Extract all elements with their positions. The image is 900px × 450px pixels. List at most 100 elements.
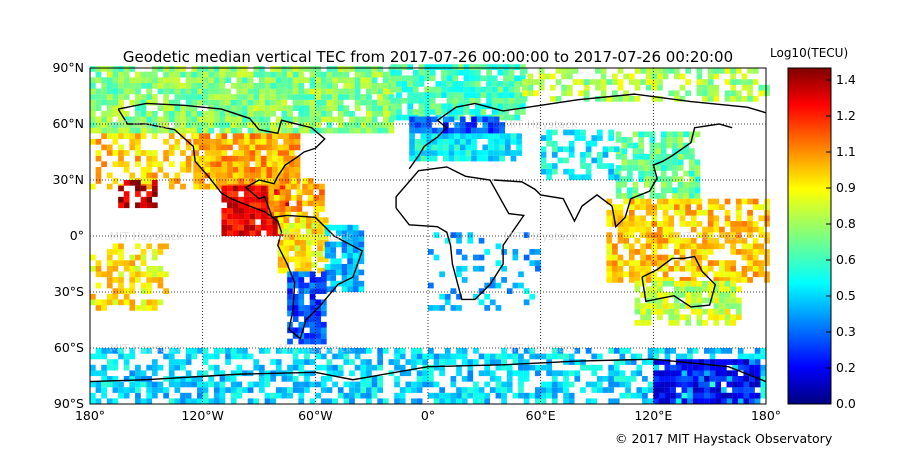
tec-cell <box>568 129 575 136</box>
tec-cell <box>495 353 502 360</box>
tec-cell <box>557 381 564 388</box>
tec-cell <box>520 75 526 82</box>
tec-cell <box>382 88 389 95</box>
tec-cell <box>508 69 515 76</box>
tec-cell <box>749 398 755 405</box>
tec-cell <box>287 299 293 306</box>
tec-cell <box>90 398 96 405</box>
tec-cell <box>298 293 305 300</box>
tec-cell <box>366 82 372 89</box>
tec-cell <box>715 348 721 354</box>
tec-cell <box>326 364 333 371</box>
tec-cell <box>236 94 243 100</box>
tec-cell <box>724 303 731 309</box>
tec-cell <box>287 122 293 128</box>
tec-cell <box>459 150 466 156</box>
tec-cell <box>538 84 545 91</box>
tec-cell <box>401 75 408 82</box>
tec-cell <box>259 77 265 84</box>
tec-cell <box>583 84 590 91</box>
tec-cell <box>760 370 767 377</box>
tec-cell <box>202 387 209 393</box>
tec-cell <box>95 178 102 184</box>
tec-cell <box>163 353 169 360</box>
tec-cell <box>352 286 359 293</box>
tec-cell <box>388 359 395 365</box>
tec-cell <box>289 228 295 235</box>
tec-cell <box>461 254 468 261</box>
tec-cell <box>617 84 624 91</box>
tec-cell <box>298 71 305 78</box>
tec-cell <box>469 97 476 104</box>
tec-cell <box>326 348 333 354</box>
tec-cell <box>426 127 432 134</box>
tec-cell <box>673 260 680 266</box>
tec-cell <box>337 122 344 128</box>
tec-cell <box>232 213 239 220</box>
tec-cell <box>713 277 720 283</box>
tec-cell <box>657 292 663 298</box>
lat-label: 60°N <box>52 116 84 131</box>
tec-cell <box>101 116 107 123</box>
tec-cell <box>673 265 680 272</box>
tec-cell <box>685 314 691 321</box>
tec-cell <box>523 359 530 365</box>
tec-cell <box>685 292 691 298</box>
tec-cell <box>471 122 477 128</box>
tec-cell <box>702 96 708 102</box>
tec-cell <box>123 202 130 209</box>
tec-cell <box>315 310 322 317</box>
tec-cell <box>687 381 693 388</box>
tec-cell <box>219 381 226 388</box>
tec-cell <box>294 183 301 190</box>
tec-cell <box>696 280 703 287</box>
tec-cell <box>474 64 481 70</box>
tec-cell <box>298 116 305 123</box>
tec-cell <box>287 376 293 382</box>
tec-cell <box>426 150 432 156</box>
tec-cell <box>600 79 607 85</box>
tec-cell <box>660 148 667 154</box>
tec-cell <box>456 271 462 278</box>
tec-cell <box>414 150 421 156</box>
tec-cell <box>657 314 663 321</box>
tec-cell <box>439 387 445 393</box>
tec-cell <box>264 88 271 95</box>
tec-cell <box>294 178 301 184</box>
tec-cell <box>140 150 147 156</box>
tec-cell <box>625 381 631 388</box>
tec-cell <box>444 237 451 244</box>
tec-cell <box>764 277 770 283</box>
tec-cell <box>657 198 663 205</box>
tec-cell <box>735 286 742 293</box>
tec-cell <box>90 99 96 106</box>
tec-cell <box>304 288 310 294</box>
tec-cell <box>298 305 305 311</box>
tec-cell <box>514 97 521 104</box>
tec-cell <box>653 392 660 399</box>
tec-cell <box>702 209 708 216</box>
tec-cell <box>180 110 186 117</box>
tec-cell <box>503 92 509 98</box>
tec-cell <box>292 71 299 78</box>
tec-cell <box>287 293 293 300</box>
tec-cell <box>330 252 337 259</box>
tec-cell <box>698 392 705 399</box>
tec-cell <box>617 237 624 244</box>
tec-cell <box>118 94 124 100</box>
tec-cell <box>396 86 402 93</box>
tec-cell <box>521 68 528 74</box>
tec-cell <box>146 282 153 289</box>
tec-cell <box>501 277 507 283</box>
tec-cell <box>349 82 355 89</box>
tec-cell <box>679 215 686 222</box>
tec-cell <box>213 348 220 354</box>
tec-cell <box>597 129 603 136</box>
tec-cell <box>754 398 761 405</box>
tec-cell <box>418 64 425 70</box>
tec-cell <box>106 359 113 365</box>
tec-cell <box>294 222 301 229</box>
tec-cell <box>270 127 276 134</box>
tec-cell <box>707 232 714 238</box>
tec-cell <box>238 178 245 184</box>
